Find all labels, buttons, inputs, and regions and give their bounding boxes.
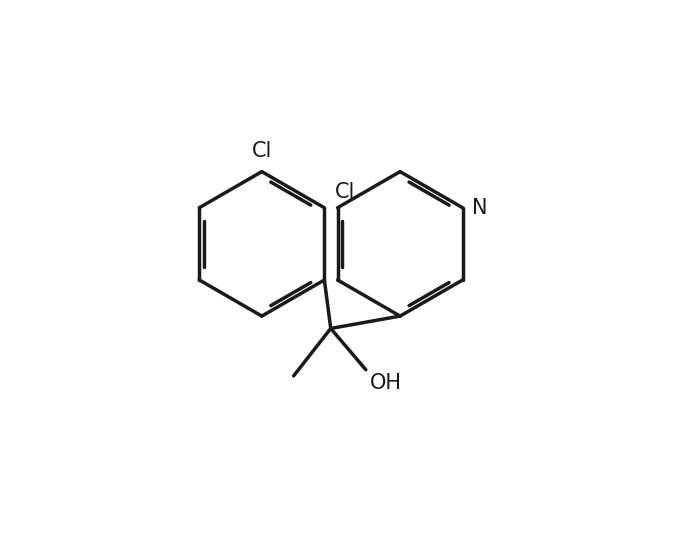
Text: Cl: Cl (252, 142, 272, 161)
Text: Cl: Cl (334, 182, 355, 202)
Text: N: N (472, 198, 487, 218)
Text: OH: OH (370, 373, 402, 393)
